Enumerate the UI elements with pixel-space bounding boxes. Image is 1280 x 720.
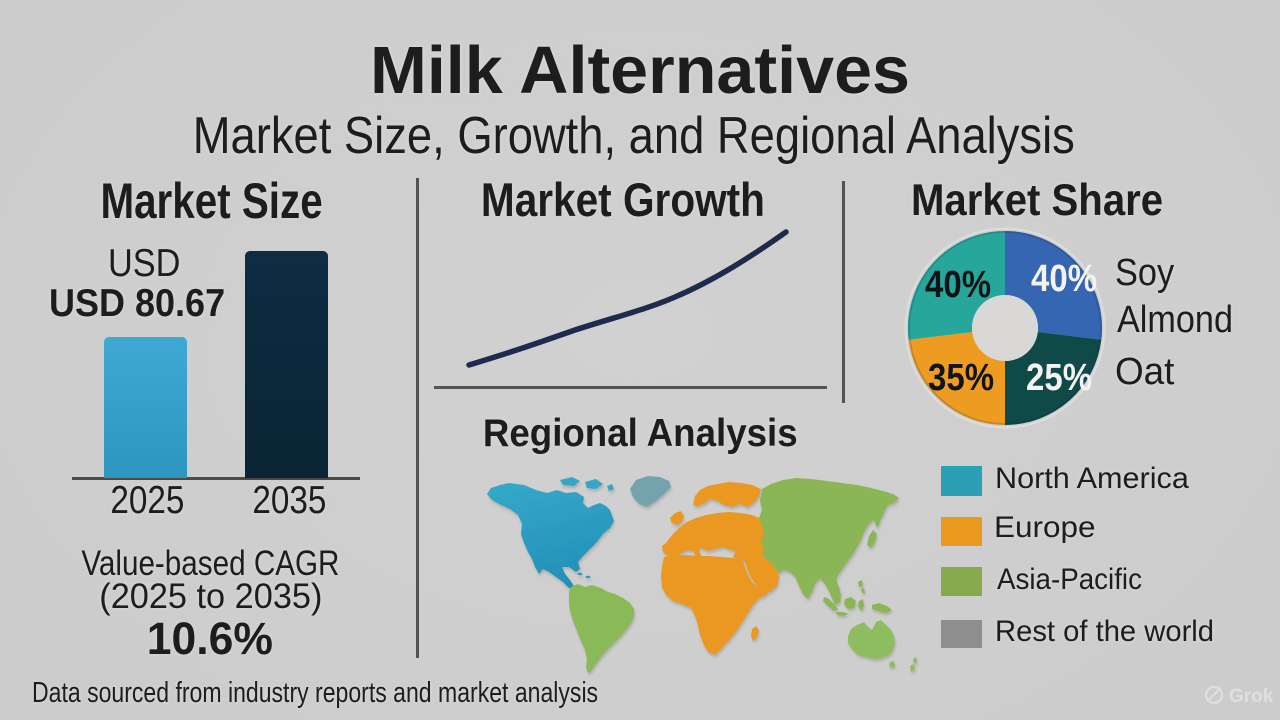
svg-text:Grok: Grok (1229, 686, 1274, 707)
